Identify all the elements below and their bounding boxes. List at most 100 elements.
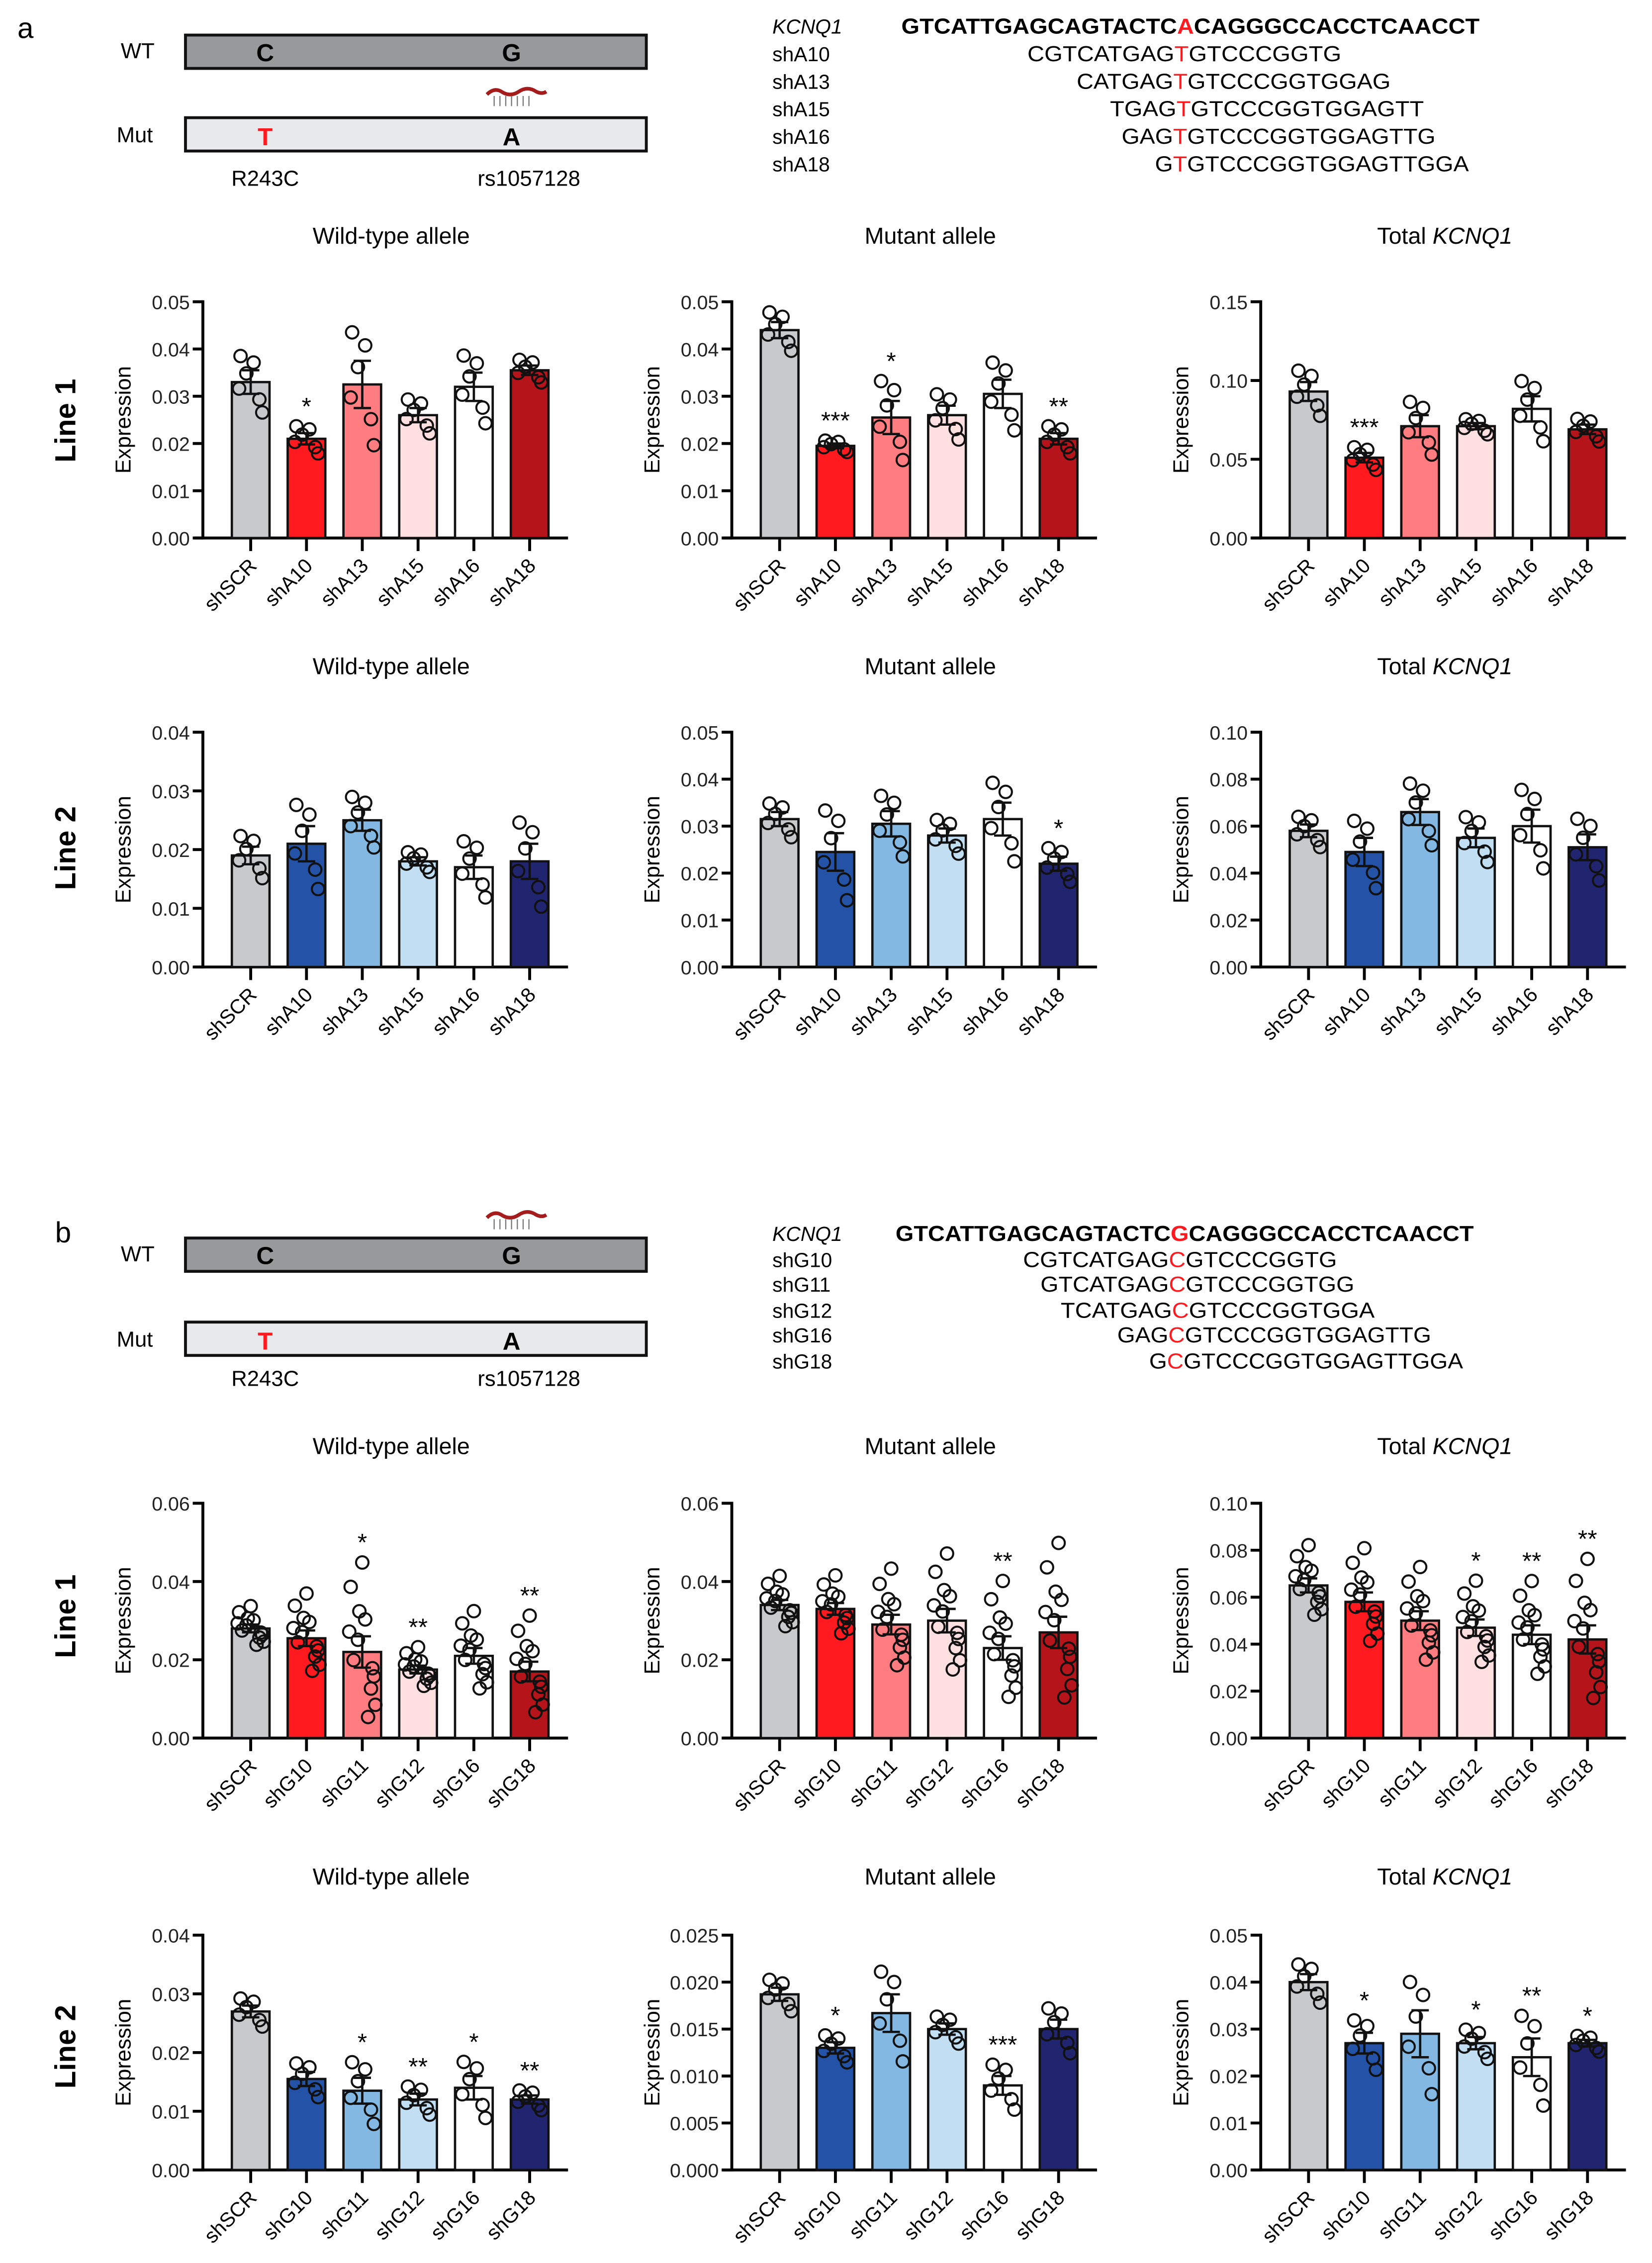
sequence-part: G	[1155, 152, 1173, 176]
significance-marker: **	[1578, 1525, 1597, 1553]
y-tick-label: 0.03	[152, 781, 190, 803]
data-point	[1401, 1574, 1416, 1589]
data-point	[290, 1635, 305, 1650]
data-point	[416, 1678, 431, 1694]
title-text: Total	[1377, 223, 1432, 249]
x-tick-label: shG16	[1484, 1754, 1542, 1812]
data-point	[929, 387, 944, 402]
y-tick-label: 0.01	[152, 2101, 190, 2123]
significance-marker: *	[1471, 1547, 1480, 1575]
data-point	[522, 1608, 537, 1623]
data-point	[778, 1618, 793, 1634]
wt-label: WT	[121, 39, 155, 63]
data-point	[1568, 1573, 1583, 1589]
x-tick-label: shSCR	[199, 1754, 261, 1816]
data-point	[1568, 2038, 1583, 2053]
data-point	[1289, 1549, 1304, 1564]
data-point	[454, 1638, 468, 1653]
sequence-part: GTCCCGGTG	[1186, 1247, 1337, 1272]
data-point	[462, 851, 477, 866]
bar	[1567, 2042, 1608, 2171]
y-tick-label: 0.00	[681, 957, 719, 979]
panel-letter: b	[55, 1217, 71, 1249]
data-point	[1047, 2015, 1062, 2030]
y-tick-label: 0.00	[152, 528, 190, 550]
y-axis-label: Expression	[640, 1999, 664, 2106]
sequence-part: G	[1149, 1349, 1167, 1373]
sequence-part: GTCCCGGTGGAGTT	[1191, 97, 1424, 121]
wt-base: G	[502, 1242, 521, 1270]
data-point	[1416, 783, 1431, 798]
data-point	[343, 819, 358, 834]
data-point	[1583, 2030, 1598, 2045]
data-point	[1426, 1645, 1441, 1660]
data-point	[351, 805, 366, 820]
highlighted-base: C	[1167, 1349, 1184, 1373]
data-point	[249, 1637, 264, 1652]
data-point	[1527, 2019, 1542, 2034]
data-point	[252, 2013, 267, 2028]
data-point	[255, 405, 270, 420]
x-tick-label: shA16	[956, 554, 1013, 611]
chart-a-line2-wild-type: Wild-type allele Expression 0.00 0.01 0.02 0.…	[111, 654, 568, 1044]
data-point	[246, 355, 261, 370]
x-tick-label: shSCR	[729, 1754, 790, 1816]
data-point	[1593, 1680, 1608, 1695]
hairpin-stem	[485, 87, 548, 96]
sequence-label: shG16	[772, 1324, 832, 1347]
data-point	[1004, 2092, 1019, 2107]
data-point	[1464, 824, 1479, 839]
data-point	[1458, 2022, 1473, 2037]
data-point	[781, 1996, 796, 2011]
y-tick-label: 0.06	[1209, 816, 1248, 838]
y-axis-label: Expression	[640, 1567, 664, 1674]
y-tick-label: 0.02	[152, 1650, 190, 1672]
title-gene: KCNQ1	[1433, 1433, 1513, 1459]
data-point	[1291, 1957, 1306, 1972]
data-point	[895, 453, 911, 468]
data-point	[287, 1598, 302, 1613]
data-point	[1577, 1596, 1592, 1610]
y-tick-label: 0.04	[152, 339, 190, 361]
bar	[1456, 2042, 1496, 2171]
significance-marker: *	[830, 2002, 840, 2029]
data-point	[1514, 374, 1529, 388]
shrna-hairpin-icon	[485, 1210, 548, 1229]
data-point	[1310, 833, 1325, 848]
data-point	[463, 1628, 478, 1643]
data-point	[984, 821, 999, 836]
data-point	[1054, 2006, 1069, 2021]
data-point	[1354, 1570, 1369, 1585]
variant-label: R243C	[231, 1366, 299, 1391]
data-point	[1413, 1559, 1428, 1575]
data-point	[456, 348, 471, 363]
significance-marker: **	[993, 1547, 1012, 1575]
y-tick-label: 0.01	[152, 480, 190, 502]
data-point	[233, 349, 248, 364]
y-tick-label: 0.06	[152, 1493, 190, 1515]
data-point	[1514, 782, 1529, 797]
y-tick-label: 0.03	[152, 1983, 190, 2005]
data-point	[1007, 1659, 1022, 1674]
data-point	[302, 807, 317, 822]
data-point	[825, 1586, 840, 1601]
y-tick-label: 0.02	[681, 433, 719, 455]
bar	[1288, 1584, 1329, 1739]
sequence-part: GTCCCGGTGGAG	[1188, 69, 1390, 94]
data-point	[511, 1623, 526, 1638]
x-tick-label: shSCR	[1257, 1754, 1319, 1816]
data-point	[760, 816, 776, 831]
x-tick-label: shG18	[1010, 1754, 1069, 1812]
data-point	[233, 829, 248, 844]
x-tick-label: shA16	[956, 983, 1013, 1039]
wt-base: G	[502, 39, 521, 67]
y-tick-label: 0.00	[1209, 957, 1248, 979]
chart-title: Total KCNQ1	[1377, 1433, 1512, 1459]
y-tick-label: 0.02	[681, 1650, 719, 1672]
x-tick-label: shA10	[260, 554, 317, 611]
data-point	[1402, 1975, 1417, 1989]
data-point	[1038, 1604, 1053, 1619]
y-tick-label: 0.00	[681, 1728, 719, 1750]
title-gene: KCNQ1	[1433, 1864, 1513, 1889]
y-tick-label: 0.05	[152, 291, 190, 313]
